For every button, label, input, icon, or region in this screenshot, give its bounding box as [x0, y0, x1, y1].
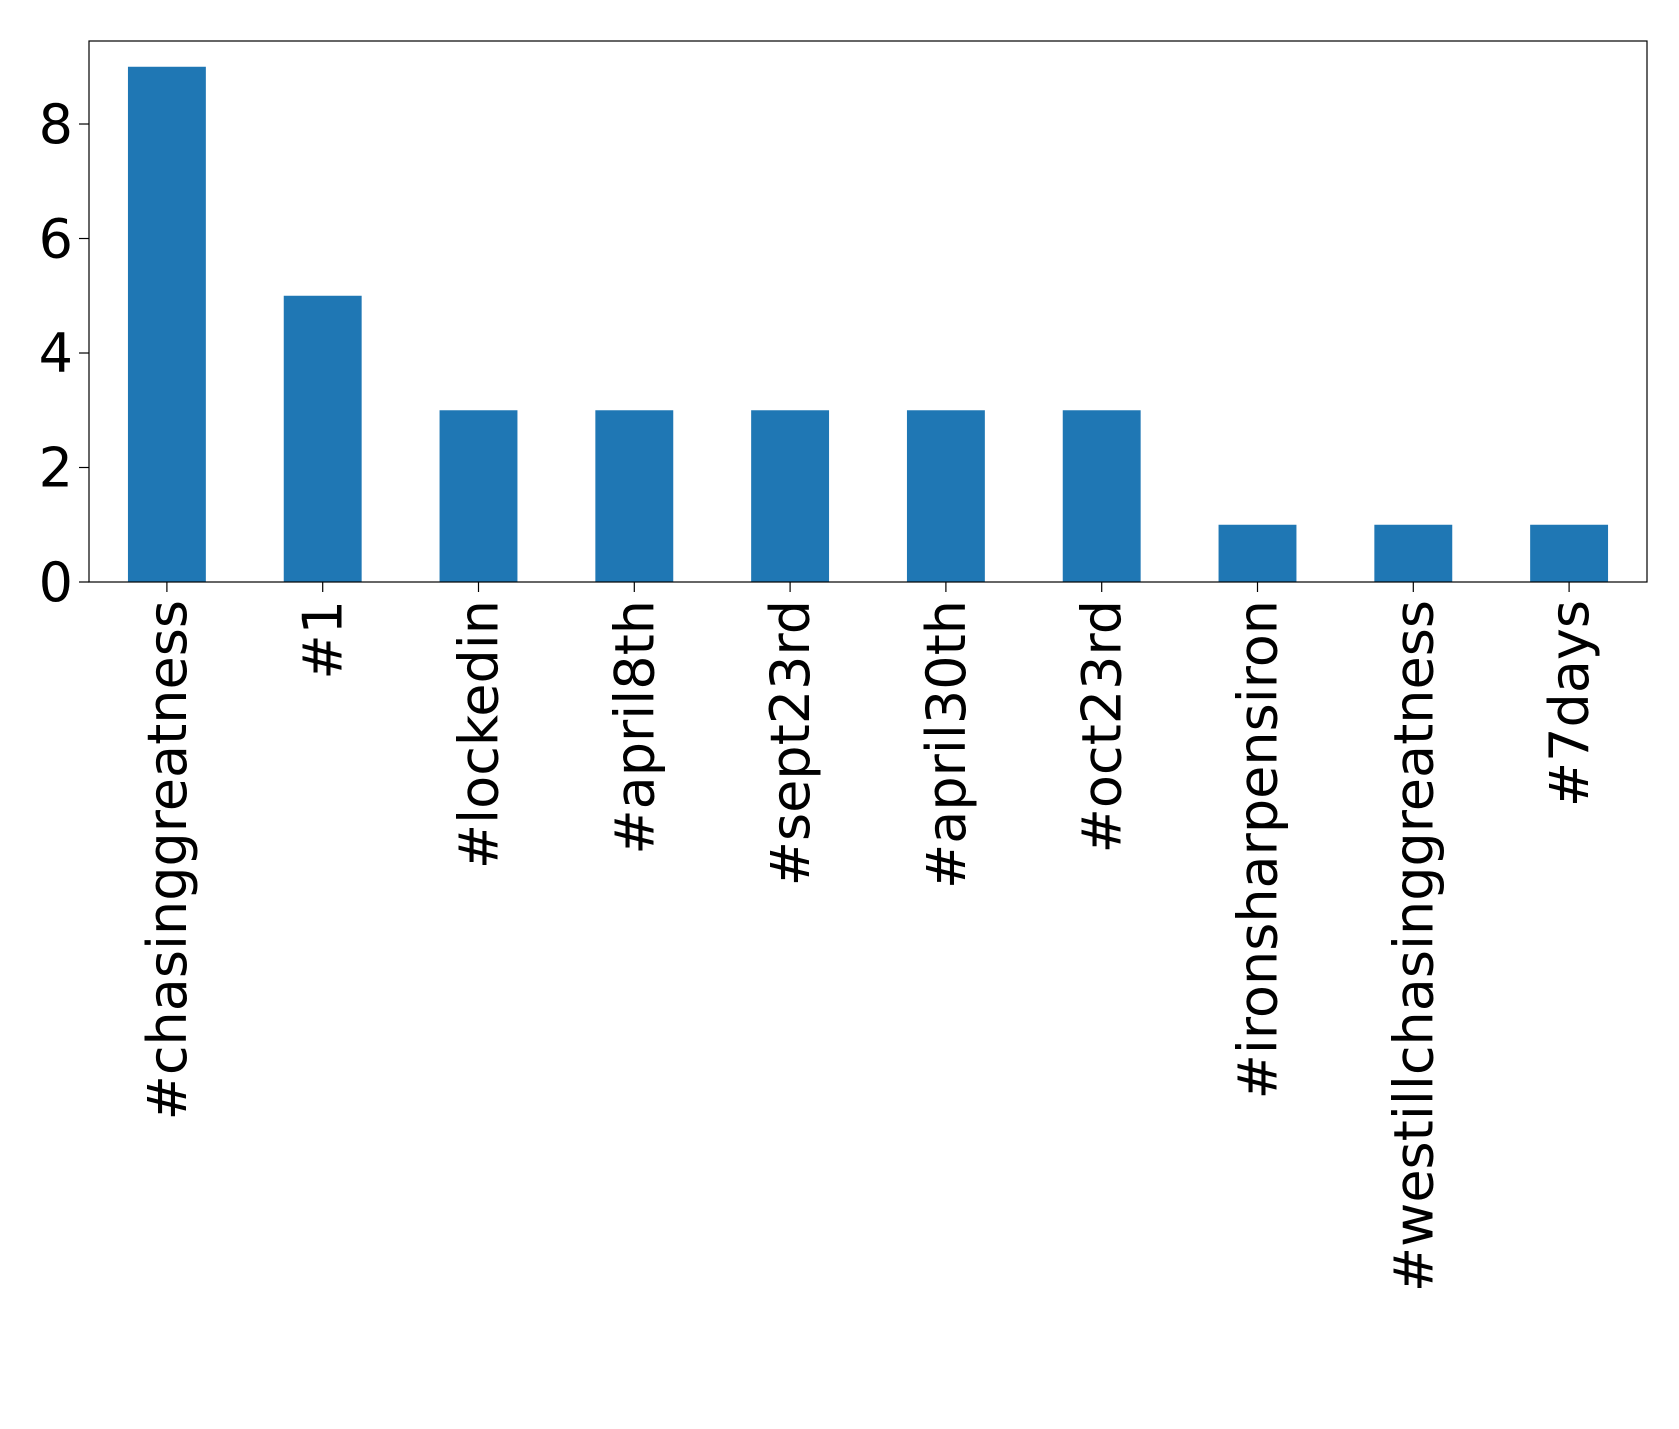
y-tick-label: 2 [39, 437, 73, 500]
x-tick-label: #april8th [603, 600, 666, 855]
x-tick-label: #sept23rd [759, 600, 822, 886]
bar [595, 410, 674, 582]
bar [127, 66, 206, 582]
plot-frame [88, 40, 1648, 583]
bar [1374, 524, 1453, 582]
bar [906, 410, 985, 582]
bar [439, 410, 518, 582]
bar [1062, 410, 1141, 582]
y-tick-label: 4 [39, 322, 73, 385]
x-tick-label: #oct23rd [1071, 600, 1134, 853]
y-tick-label: 6 [39, 208, 73, 271]
bar [1218, 524, 1297, 582]
x-tick-label: #april30th [915, 600, 978, 889]
x-tick-label: #chasinggreatness [136, 600, 199, 1120]
x-tick-label: #westillchasinggreatness [1382, 600, 1445, 1292]
y-tick-label: 8 [39, 93, 73, 156]
bar [283, 295, 362, 582]
x-tick-label: #lockedin [448, 600, 511, 869]
bar [1530, 524, 1609, 582]
x-tick-label: #ironsharpensiron [1227, 600, 1290, 1099]
x-tick-label: #7days [1538, 600, 1601, 807]
y-tick-label: 0 [39, 551, 73, 614]
bar [751, 410, 830, 582]
x-tick-label: #1 [292, 600, 355, 680]
